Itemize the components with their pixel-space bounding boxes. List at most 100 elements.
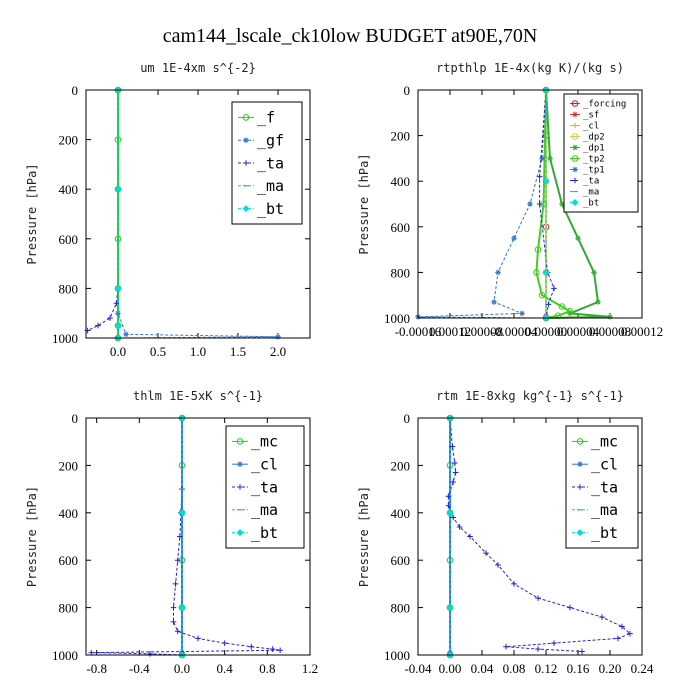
legend-label: _ta — [251, 478, 278, 496]
y-tick-label: 600 — [391, 220, 411, 235]
y-tick-label: 600 — [59, 232, 79, 247]
legend-label: _tp1 — [583, 166, 605, 176]
y-axis-label: Pressure [hPa] — [25, 163, 39, 264]
data-point — [113, 300, 120, 307]
legend: _mc _cl _ta _ma _bt — [565, 425, 639, 549]
legend-label: _mc — [591, 433, 618, 451]
legend-label: _cl — [583, 122, 599, 132]
data-point — [575, 235, 581, 241]
y-tick-label: 200 — [59, 458, 79, 473]
legend-marker — [572, 122, 578, 129]
panel-title: rtm 1E-8xkg kg^{-1} s^{-1} — [436, 389, 624, 403]
y-tick-label: 400 — [59, 506, 79, 521]
data-point — [114, 322, 122, 330]
y-tick-label: 0 — [404, 83, 411, 98]
legend-label: _bt — [257, 200, 284, 218]
x-tick-label: -0.00004 — [491, 324, 538, 339]
data-point — [542, 268, 550, 276]
data-point — [221, 640, 228, 646]
x-tick-label: 0.00012 — [429, 324, 471, 339]
data-point — [450, 514, 456, 521]
legend-marker — [243, 137, 249, 143]
y-axis-label: Pressure [hPa] — [357, 153, 371, 254]
data-point — [511, 235, 517, 241]
plot-frame — [417, 89, 643, 319]
data-point — [535, 646, 541, 652]
data-point — [559, 201, 565, 207]
data-point — [195, 635, 201, 642]
x-tick-label: 0.00000 — [525, 324, 567, 339]
x-tick-label: 1.5 — [230, 344, 246, 359]
data-point — [114, 185, 122, 193]
data-point — [269, 646, 276, 652]
legend-marker — [577, 484, 583, 490]
data-point — [567, 310, 573, 317]
x-tick-label: 0.24 — [631, 661, 654, 676]
x-tick-label: 0.16 — [567, 661, 590, 676]
y-tick-label: 600 — [391, 553, 411, 568]
data-point — [174, 628, 181, 635]
data-point — [554, 312, 562, 320]
series-line-ta — [91, 418, 281, 656]
x-tick-label: 0.00008 — [461, 324, 503, 339]
y-tick-label: 400 — [59, 182, 79, 197]
legend-marker — [571, 155, 579, 162]
y-tick-label: 200 — [59, 133, 79, 148]
y-tick-label: 1000 — [384, 648, 410, 663]
y-tick-label: 0 — [404, 411, 411, 426]
y-tick-label: 600 — [59, 553, 79, 568]
legend-label: _bt — [583, 199, 599, 209]
legend-marker — [572, 144, 578, 151]
series-group — [84, 86, 281, 342]
legend-marker — [572, 177, 578, 184]
x-tick-label: 0.08 — [503, 661, 526, 676]
data-point — [449, 443, 456, 450]
legend-label: _ma — [591, 501, 618, 519]
legend-label: _bt — [251, 524, 278, 542]
data-point — [495, 269, 501, 276]
data-point — [534, 246, 542, 253]
x-tick-label: -0.04 — [404, 661, 432, 676]
legend-label: _dp2 — [583, 133, 605, 143]
legend-marker — [577, 461, 583, 467]
data-point — [538, 291, 546, 299]
legend-marker — [236, 529, 244, 537]
data-point — [277, 647, 283, 654]
data-point — [456, 524, 463, 530]
y-tick-label: 0 — [72, 411, 79, 426]
data-point — [566, 307, 574, 315]
data-point — [627, 630, 633, 637]
y-tick-label: 1000 — [384, 311, 410, 326]
data-point — [123, 331, 129, 338]
legend-marker — [236, 438, 244, 445]
legend-label: _tp2 — [583, 155, 605, 165]
legend-marker — [237, 484, 243, 490]
chart-panel-1: um 1E-4xm s^{-2} Pressure [hPa] 0 200 400 600… — [25, 61, 311, 359]
data-point — [445, 493, 452, 500]
legend-marker — [571, 133, 579, 140]
data-point — [178, 604, 186, 612]
y-tick-label: 0 — [72, 83, 79, 98]
y-tick-label: 200 — [391, 129, 411, 144]
y-tick-label: 1000 — [52, 648, 78, 663]
x-tick-label: 0.20 — [599, 661, 622, 676]
data-point — [567, 604, 573, 611]
legend-marker — [571, 198, 579, 207]
data-point — [495, 562, 501, 568]
legend-label: _mc — [251, 433, 278, 451]
data-point — [535, 595, 541, 601]
legend-label: _gf — [257, 131, 284, 149]
data-point — [551, 285, 557, 292]
data-point — [115, 310, 121, 316]
figure-title: cam144_lscale_ck10low BUDGET at90E,70N — [163, 25, 538, 47]
series-line-ta — [87, 90, 119, 332]
legend-marker — [571, 100, 579, 107]
legend-label: _f — [257, 109, 275, 127]
data-point — [95, 322, 101, 329]
y-axis-label: Pressure [hPa] — [357, 486, 371, 587]
data-point — [595, 299, 601, 305]
series-line-tp2 — [535, 89, 573, 319]
legend-marker — [576, 438, 584, 445]
series-group — [445, 414, 633, 659]
